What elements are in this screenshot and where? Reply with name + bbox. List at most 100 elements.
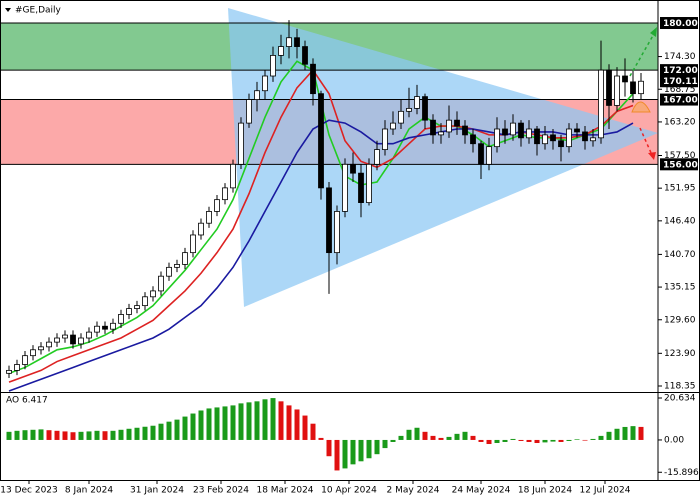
candle-body xyxy=(374,149,380,165)
candle-body xyxy=(494,128,500,148)
ao-bar xyxy=(142,426,148,440)
candle-body xyxy=(182,252,188,265)
y-tick-label: 168.75 xyxy=(664,85,696,95)
ao-bar xyxy=(62,431,68,440)
candle-body xyxy=(286,37,292,47)
candle-body xyxy=(630,81,636,95)
ao-bar xyxy=(238,403,244,440)
y-tick-label: 129.60 xyxy=(664,315,696,325)
ao-bar xyxy=(566,439,572,441)
candle-body xyxy=(550,134,556,142)
ao-tick-label: 20.634 xyxy=(664,394,696,404)
ao-bar xyxy=(310,423,316,440)
ao-bar xyxy=(174,419,180,440)
candle-body xyxy=(310,63,316,95)
candle-body xyxy=(158,275,164,292)
candle-body xyxy=(518,122,524,139)
candle-body xyxy=(270,54,276,77)
forecast-down-head xyxy=(648,152,656,160)
ao-bar xyxy=(342,439,348,469)
ao-bar xyxy=(510,438,516,440)
y-tick-label: 140.70 xyxy=(664,250,696,260)
candle-body xyxy=(22,355,28,365)
candle-body xyxy=(278,46,284,56)
level-label: 172.00 xyxy=(663,66,698,76)
candle-body xyxy=(366,163,372,203)
ao-bar xyxy=(414,427,420,440)
ao-bar xyxy=(270,398,276,440)
candle-body xyxy=(614,75,620,106)
y-tick-label: 146.40 xyxy=(664,216,696,226)
ao-bar xyxy=(134,427,140,440)
x-tick-label: 12 Jul 2024 xyxy=(580,486,631,496)
y-tick-label: 157.50 xyxy=(664,151,696,161)
candle-body xyxy=(574,128,580,133)
candle-body xyxy=(622,75,628,83)
candle-body xyxy=(142,296,148,307)
candle-body xyxy=(398,110,404,124)
level-box xyxy=(660,64,698,77)
ao-bar xyxy=(574,439,580,440)
candle-body xyxy=(350,163,356,174)
ao-bar xyxy=(158,423,164,440)
ao-bar xyxy=(478,439,484,442)
candle-body xyxy=(30,349,36,357)
ao-bar xyxy=(78,431,84,440)
ao-bar xyxy=(286,405,292,440)
candle-body xyxy=(102,325,108,330)
candle-body xyxy=(246,99,252,124)
candle-body xyxy=(326,187,332,254)
x-tick-label: 8 Jan 2024 xyxy=(65,486,113,496)
x-tick-label: 10 Apr 2024 xyxy=(321,486,377,496)
ao-tick-label: 0.00 xyxy=(664,435,684,445)
ao-bar xyxy=(614,428,620,440)
ao-bar xyxy=(294,409,300,440)
level-label: 156.00 xyxy=(663,160,698,170)
x-tick-label: 18 Mar 2024 xyxy=(256,486,313,496)
ao-bar xyxy=(254,401,260,440)
candle-body xyxy=(198,222,204,236)
candle-body xyxy=(446,119,452,133)
ao-bar xyxy=(494,439,500,444)
ao-bar xyxy=(246,402,252,440)
candle-body xyxy=(638,80,644,95)
candle-body xyxy=(150,290,156,298)
y-tick-label: 123.90 xyxy=(664,349,696,359)
candle-body xyxy=(526,128,532,139)
candle-body xyxy=(566,128,572,148)
ao-bar xyxy=(190,413,196,440)
forecast-up-head xyxy=(650,27,657,37)
candle-body xyxy=(6,369,12,374)
candle-body xyxy=(342,163,348,212)
candle-body xyxy=(406,107,412,112)
ao-bar xyxy=(182,416,188,440)
ao-bar xyxy=(46,430,52,440)
ao-bar xyxy=(382,439,388,449)
candle-body xyxy=(174,264,180,268)
candle-body xyxy=(238,122,244,165)
candle-body xyxy=(166,266,172,277)
ao-bar xyxy=(334,439,340,471)
x-tick-label: 18 Jun 2024 xyxy=(518,486,572,496)
ao-bar xyxy=(454,433,460,440)
forecast-down xyxy=(639,127,653,156)
ao-bar xyxy=(14,430,20,440)
ao-bar xyxy=(126,428,132,440)
ao-bar xyxy=(30,429,36,440)
candle-body xyxy=(222,187,228,201)
level-box xyxy=(660,93,698,106)
level-label: 180.00 xyxy=(663,19,698,29)
candle-body xyxy=(262,75,268,92)
level-box xyxy=(660,17,698,30)
x-tick-label: 2 May 2024 xyxy=(387,486,440,496)
ao-bar xyxy=(318,437,324,440)
ao-bar xyxy=(526,439,532,442)
ao-bar xyxy=(118,429,124,440)
ao-bar xyxy=(70,432,76,440)
candle-body xyxy=(126,308,132,315)
ao-bar xyxy=(542,439,548,443)
ao-bar xyxy=(54,430,60,440)
y-tick-label: 163.20 xyxy=(664,117,696,127)
ao-bar xyxy=(438,437,444,440)
ao-bar xyxy=(518,439,524,441)
